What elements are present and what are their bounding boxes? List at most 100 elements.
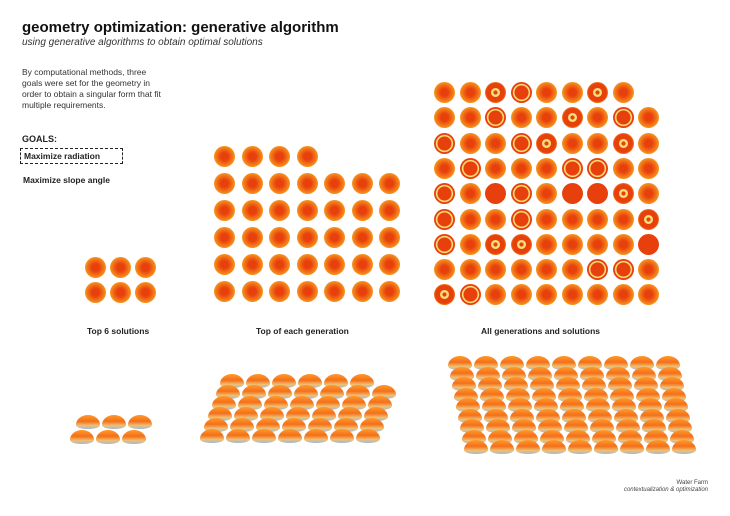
3d-solution-view [586,398,610,412]
solution-thumbnail [485,132,506,154]
3d-solution-view [76,415,100,429]
solution-thumbnail [269,173,290,194]
3d-solution-view [582,377,606,391]
3d-solution-view [672,440,696,454]
solution-thumbnail [510,107,532,129]
3d-solution-view [238,396,262,410]
solution-thumbnail [587,82,608,103]
3d-solution-view [474,356,498,370]
solution-thumbnail [135,257,156,278]
3d-solution-view [122,430,146,444]
solution-thumbnail [241,146,263,167]
3d-solution-view [490,440,514,454]
3d-solution-view [212,396,236,410]
solution-thumbnail [612,107,634,129]
solution-thumbnail [214,173,235,194]
3d-solution-view [372,385,396,399]
solution-thumbnail [561,132,583,154]
footer-project: Water Farm [676,480,708,486]
solution-thumbnail [379,200,400,221]
3d-solution-view [264,396,288,410]
3d-solution-view [530,377,554,391]
3d-solution-view [216,385,240,399]
3d-solution-view [342,396,366,410]
3d-solution-view [226,429,250,443]
3d-solution-view [508,398,532,412]
3d-solution-view [304,429,328,443]
solution-thumbnail [638,259,659,281]
3d-solution-view [590,419,614,433]
solution-thumbnail [638,208,659,230]
3d-solution-view [638,398,662,412]
3d-solution-view [616,419,640,433]
3d-solution-view [272,374,296,388]
solution-thumbnail [638,233,659,255]
solution-thumbnail [561,82,583,103]
solution-thumbnail [296,173,318,194]
solution-thumbnail [296,281,318,302]
3d-solution-view [70,430,94,444]
3d-solution-view [500,356,524,370]
solution-thumbnail [587,183,608,205]
3d-solution-view [102,415,126,429]
solution-thumbnail [536,82,557,103]
solution-thumbnail [351,227,373,248]
solution-thumbnail [434,284,455,306]
solution-thumbnail [536,107,557,129]
3d-solution-view [556,377,580,391]
solution-thumbnail [459,107,481,129]
solution-thumbnail [214,146,235,167]
goal-maximize-slope-angle[interactable]: Maximize slope angle [23,175,110,185]
3d-solution-view [630,356,654,370]
solution-thumbnail [485,208,506,230]
solution-thumbnail [324,173,345,194]
caption-top-6: Top 6 solutions [87,326,150,336]
solution-thumbnail [459,183,481,205]
3d-solution-view [534,398,558,412]
solution-thumbnail [214,227,235,248]
3d-solution-view [316,396,340,410]
solution-thumbnail [110,282,131,303]
goal-maximize-radiation[interactable]: Maximize radiation [20,148,123,164]
3d-solution-view [578,356,602,370]
3d-solution-view [564,419,588,433]
solution-thumbnail [485,157,506,179]
solution-thumbnail [561,107,583,129]
solution-thumbnail [269,200,290,221]
solution-thumbnail [379,281,400,302]
3d-solution-view [646,440,670,454]
solution-thumbnail [296,227,318,248]
solution-thumbnail [510,259,532,281]
3d-solution-view [594,440,618,454]
solution-thumbnail [269,227,290,248]
solution-thumbnail [241,227,263,248]
3d-solution-view [268,385,292,399]
3d-solution-view [290,396,314,410]
solution-thumbnail [485,284,506,306]
3d-solution-view [324,374,348,388]
3d-solution-view [230,418,254,432]
3d-solution-view [482,398,506,412]
solution-thumbnail [510,132,532,154]
solution-thumbnail [485,183,506,205]
solution-thumbnail [296,200,318,221]
solution-thumbnail [351,254,373,275]
3d-solution-view [334,418,358,432]
caption-all-generations: All generations and solutions [481,326,601,336]
3d-solution-view [312,407,336,421]
solution-thumbnail [434,183,455,205]
solution-thumbnail [587,107,608,129]
3d-solution-view [464,440,488,454]
solution-thumbnail [459,259,481,281]
solution-thumbnail [561,284,583,306]
solution-thumbnail [459,284,481,306]
3d-solution-view [452,377,476,391]
3d-solution-view [608,377,632,391]
solution-thumbnail [85,257,106,278]
solution-thumbnail [459,208,481,230]
solution-thumbnail [351,281,373,302]
3d-solution-view [612,398,636,412]
solution-thumbnail [214,254,235,275]
3d-solution-view [460,419,484,433]
3d-solution-view [286,407,310,421]
